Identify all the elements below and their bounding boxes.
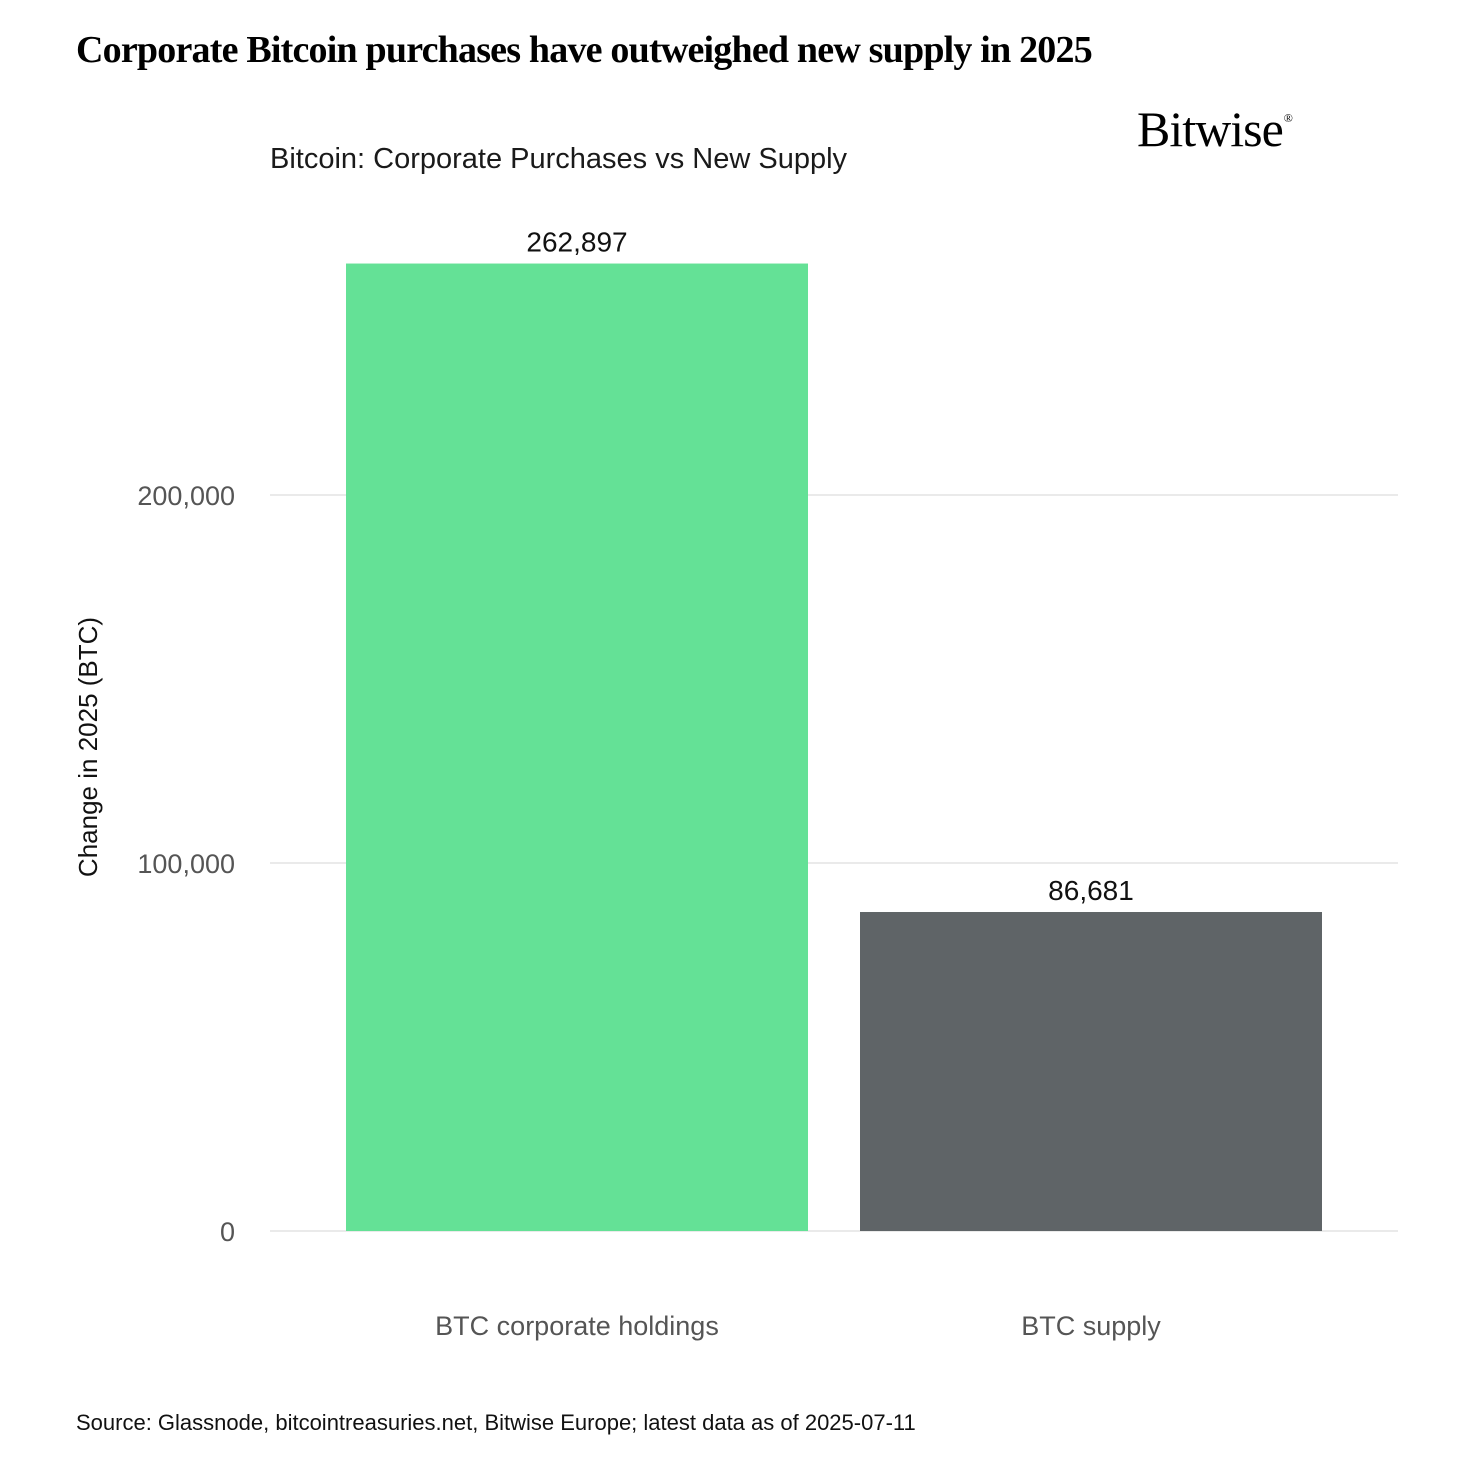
source-note: Source: Glassnode, bitcointreasuries.net… [76, 1410, 916, 1435]
bar-value-label: 262,897 [526, 227, 627, 258]
y-axis-ticks: 0 100,000 200,000 [137, 481, 235, 1247]
y-tick-label: 0 [220, 1217, 235, 1247]
registered-mark: ® [1283, 111, 1293, 125]
bitwise-logo: Bitwise® [1137, 100, 1293, 158]
y-tick-label: 100,000 [137, 849, 235, 879]
x-tick-label: BTC corporate holdings [435, 1311, 719, 1341]
chart-headline: Corporate Bitcoin purchases have outweig… [76, 29, 1093, 71]
data-labels: 262,897 86,681 [526, 227, 1133, 906]
bar [860, 912, 1322, 1231]
bars [346, 263, 1322, 1231]
y-axis-label: Change in 2025 (BTC) [73, 617, 103, 877]
y-tick-label: 200,000 [137, 481, 235, 511]
bar-value-label: 86,681 [1048, 875, 1134, 906]
brand-wordmark: Bitwise [1137, 101, 1284, 157]
chart-title: Bitcoin: Corporate Purchases vs New Supp… [270, 143, 848, 175]
x-axis-ticks: BTC corporate holdings BTC supply [435, 1311, 1161, 1341]
x-tick-label: BTC supply [1021, 1311, 1161, 1341]
bar [346, 263, 808, 1231]
